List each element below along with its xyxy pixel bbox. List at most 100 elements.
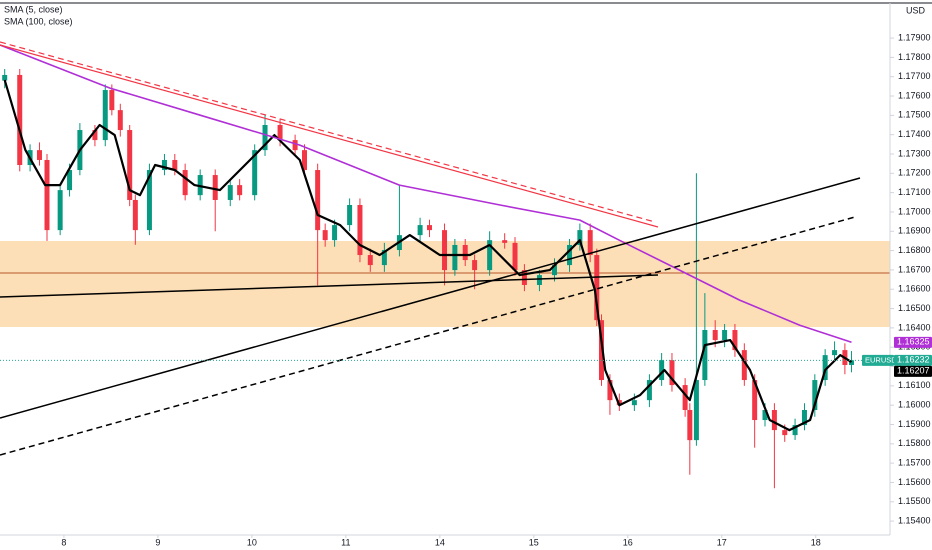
x-tick-label: 10 [247, 537, 257, 547]
candle-body [67, 170, 73, 191]
candle-body [36, 150, 42, 160]
candle-body [332, 225, 338, 241]
x-tick-label: 16 [623, 537, 633, 547]
candle-body [17, 74, 23, 166]
candle-body [598, 320, 604, 381]
candle-body [426, 225, 432, 231]
x-tick-label: 9 [155, 537, 160, 547]
y-tick-label: 1.15600 [898, 477, 931, 487]
candle-body [252, 150, 258, 196]
y-tick-label: 1.16800 [898, 245, 931, 255]
candle-body [381, 250, 387, 266]
x-tick-label: 15 [529, 537, 539, 547]
candle-body [487, 240, 493, 271]
candle-body [277, 125, 283, 141]
candle-body [832, 350, 838, 356]
y-tick-label: 1.16000 [898, 400, 931, 410]
candle-body [262, 125, 268, 151]
candle-body [502, 240, 508, 243]
candle-body [732, 330, 738, 351]
candle-body [44, 159, 50, 231]
indicator-line [3, 79, 853, 432]
y-tick-label: 1.17500 [898, 110, 931, 120]
candle-body [452, 244, 458, 271]
candle-body [417, 225, 423, 236]
candle-body [512, 242, 518, 271]
candle-body [442, 230, 448, 271]
candle-body [227, 185, 233, 200]
trend-line-dashed [0, 41, 656, 223]
candle-body [551, 265, 557, 276]
y-tick-label: 1.16100 [898, 380, 931, 390]
y-tick-label: 1.17900 [898, 32, 931, 42]
candle-body [594, 255, 600, 321]
x-tick-label: 14 [435, 537, 445, 547]
y-tick-label: 1.17700 [898, 71, 931, 81]
legend-entry: SMA (100, close) [4, 16, 73, 26]
y-tick-label: 1.17800 [898, 52, 931, 62]
price-tag-bg [894, 354, 932, 366]
candle-body [848, 360, 854, 365]
y-tick-label: 1.16500 [898, 303, 931, 313]
y-tick-label: 1.15700 [898, 458, 931, 468]
candle-body [347, 204, 353, 226]
y-tick-label: 1.15400 [898, 515, 931, 525]
candle-body [92, 130, 98, 141]
x-tick-label: 11 [341, 537, 350, 547]
candle-body [567, 244, 573, 266]
currency: USD [906, 5, 926, 15]
candle-body [237, 185, 243, 196]
candle-body [812, 380, 818, 410]
candle-body [462, 244, 468, 261]
price-tag: 1.16325 [897, 337, 930, 347]
x-tick-label: 18 [811, 537, 821, 547]
candle-body [536, 275, 542, 285]
y-tick-label: 1.16700 [898, 264, 931, 274]
candle-body [2, 74, 8, 81]
candle-body [146, 170, 152, 231]
y-tick-label: 1.17200 [898, 168, 931, 178]
candle-body [801, 409, 807, 426]
candle-body [127, 130, 133, 200]
candle-body [712, 330, 718, 341]
candle-body [587, 230, 593, 256]
price-tag: 1.16232 [897, 355, 930, 365]
candle-body [357, 204, 363, 256]
candle-body [782, 430, 788, 436]
candle-body [822, 355, 828, 381]
candle-body [646, 380, 652, 401]
price-tag-bg [894, 365, 932, 377]
trend-line [0, 177, 861, 419]
y-tick-label: 1.17600 [898, 90, 931, 100]
candle-body [521, 270, 527, 285]
candle-body [702, 330, 708, 381]
plot-area [0, 44, 854, 489]
candle-body [771, 409, 777, 431]
symbol-tag-bg [862, 354, 894, 366]
candle-body [322, 230, 328, 241]
symbol-tag: EURUSD [865, 355, 897, 364]
candle-body [659, 360, 665, 381]
y-tick-label: 1.17300 [898, 148, 931, 158]
candle-body [741, 350, 747, 381]
candle-body [682, 385, 688, 410]
y-tick-label: 1.15500 [898, 496, 931, 506]
candle-body [102, 90, 108, 141]
trend-line-dashed [0, 216, 856, 456]
candle-body [762, 409, 768, 421]
candle-body [607, 380, 613, 401]
x-tick-label: 8 [61, 537, 66, 547]
candle-body [117, 110, 123, 131]
candle-body [292, 140, 298, 151]
candle-body [315, 170, 321, 231]
x-tick-label: 17 [717, 537, 727, 547]
indicator-line [0, 44, 852, 343]
candle-body [197, 175, 203, 196]
price-tag-bg [894, 336, 932, 348]
candle-body [182, 170, 188, 196]
y-tick-label: 1.17100 [898, 187, 931, 197]
y-tick-label: 1.17400 [898, 129, 931, 139]
candle-body [693, 380, 699, 441]
candle-body [631, 400, 637, 406]
